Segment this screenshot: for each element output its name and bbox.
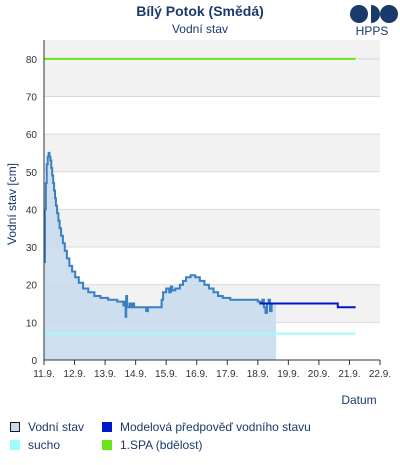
legend-item-spa1: 1.SPA (bdělost)	[102, 436, 203, 454]
y-tick-label: 30	[26, 243, 38, 254]
plot-band	[44, 134, 380, 172]
x-tick-label: 22.9.	[369, 369, 391, 380]
series-predpoved-line	[259, 302, 356, 309]
x-tick-label: 17.9.	[216, 369, 238, 380]
series-vodni-stav-line	[43, 151, 275, 318]
legend-swatch-vodni-stav	[10, 422, 20, 432]
legend-item-sucho: sucho	[10, 436, 60, 454]
x-tick-label: 13.9.	[94, 369, 116, 380]
x-axis-label: Datum	[341, 393, 376, 407]
legend-label-vodni-stav: Vodní stav	[28, 420, 85, 434]
x-tick-label: 19.9.	[277, 369, 299, 380]
x-tick-label: 20.9.	[308, 369, 330, 380]
plot-axes: 0 10 20 30 40 50 60 70 80 11.9. 12.9. 13.9. 14.9. 15.…	[26, 40, 391, 380]
plot-band	[44, 209, 380, 248]
legend-row-1: Vodní stav Modelová předpověď vodního st…	[0, 418, 400, 436]
legend-label-predpoved: Modelová předpověď vodního stavu	[120, 420, 311, 434]
y-axis-label: Vodní stav [cm]	[5, 163, 19, 245]
chart-subtitle: Vodní stav	[172, 22, 228, 36]
y-tick-label: 80	[26, 55, 38, 66]
x-tick-label: 11.9.	[33, 369, 55, 380]
legend-item-predpoved: Modelová předpověď vodního stavu	[102, 418, 311, 436]
logo-text: HPPS	[356, 24, 389, 38]
plot-grid	[44, 58, 380, 323]
logo-half-circle	[371, 5, 380, 23]
legend-row-2: sucho 1.SPA (bdělost)	[0, 436, 400, 454]
x-tick-label: 16.9.	[186, 369, 208, 380]
legend-label-sucho: sucho	[28, 438, 61, 452]
y-tick-label: 10	[26, 318, 38, 329]
x-tick-label: 14.9.	[125, 369, 147, 380]
plot-band	[44, 58, 380, 97]
chart-title: Bílý Potok (Smědá)	[136, 3, 264, 19]
logo-circle-right	[380, 5, 398, 23]
x-tick-label: 21.9.	[338, 369, 360, 380]
legend-item-vodni-stav: Vodní stav	[10, 418, 84, 436]
y-tick-label: 0	[31, 356, 37, 367]
y-tick-label: 60	[26, 130, 38, 141]
legend-swatch-spa1	[102, 440, 112, 450]
x-tick-label: 18.9.	[247, 369, 269, 380]
y-tick-label: 40	[26, 205, 38, 216]
logo-circle-left	[350, 5, 368, 23]
hpps-logo: HPPS	[350, 5, 398, 38]
y-tick-label: 20	[26, 281, 38, 292]
plot-band	[44, 40, 380, 59]
x-tick-label: 15.9.	[155, 369, 177, 380]
x-tick-label: 12.9.	[63, 369, 85, 380]
legend-swatch-sucho	[10, 440, 20, 450]
y-tick-label: 50	[26, 168, 38, 179]
series-vodni-stav-area	[44, 152, 277, 360]
legend-swatch-predpoved	[102, 422, 112, 432]
y-tick-label: 70	[26, 92, 38, 103]
plot-background	[44, 40, 380, 323]
legend-label-spa1: 1.SPA (bdělost)	[120, 438, 203, 452]
plot-series	[43, 57, 356, 360]
